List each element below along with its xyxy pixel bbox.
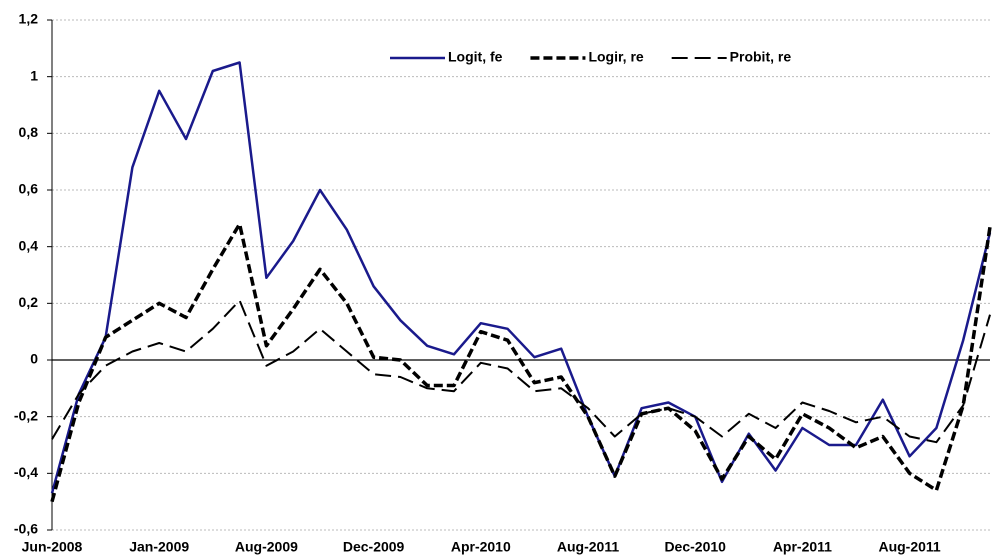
legend-label: Probit, re [730,49,792,65]
x-tick-label: Dec-2010 [664,539,726,555]
x-tick-label: Dec-2009 [343,539,405,555]
y-tick-label: -0,2 [14,407,38,423]
legend-label: Logit, fe [448,49,503,65]
x-tick-label: Aug-2011 [557,539,619,555]
y-tick-label: 0 [30,351,38,367]
y-tick-label: 1 [30,67,38,83]
x-tick-label: Jan-2009 [129,539,189,555]
y-tick-label: 0,6 [19,181,39,197]
y-tick-label: 0,4 [19,237,39,253]
x-tick-label: Aug-2011 [878,539,940,555]
y-tick-label: 0,8 [19,124,39,140]
legend-label: Logir, re [588,49,643,65]
x-tick-label: Jun-2008 [22,539,83,555]
y-tick-label: 0,2 [19,294,39,310]
series-line [50,222,992,503]
y-tick-label: 1,2 [19,11,39,27]
y-tick-label: -0,6 [14,521,38,537]
series-line [51,299,991,444]
x-tick-label: Apr-2011 [773,539,832,555]
x-tick-label: Aug-2009 [235,539,298,555]
series-line [50,61,992,494]
y-tick-label: -0,4 [14,464,38,480]
x-tick-label: Apr-2010 [451,539,511,555]
